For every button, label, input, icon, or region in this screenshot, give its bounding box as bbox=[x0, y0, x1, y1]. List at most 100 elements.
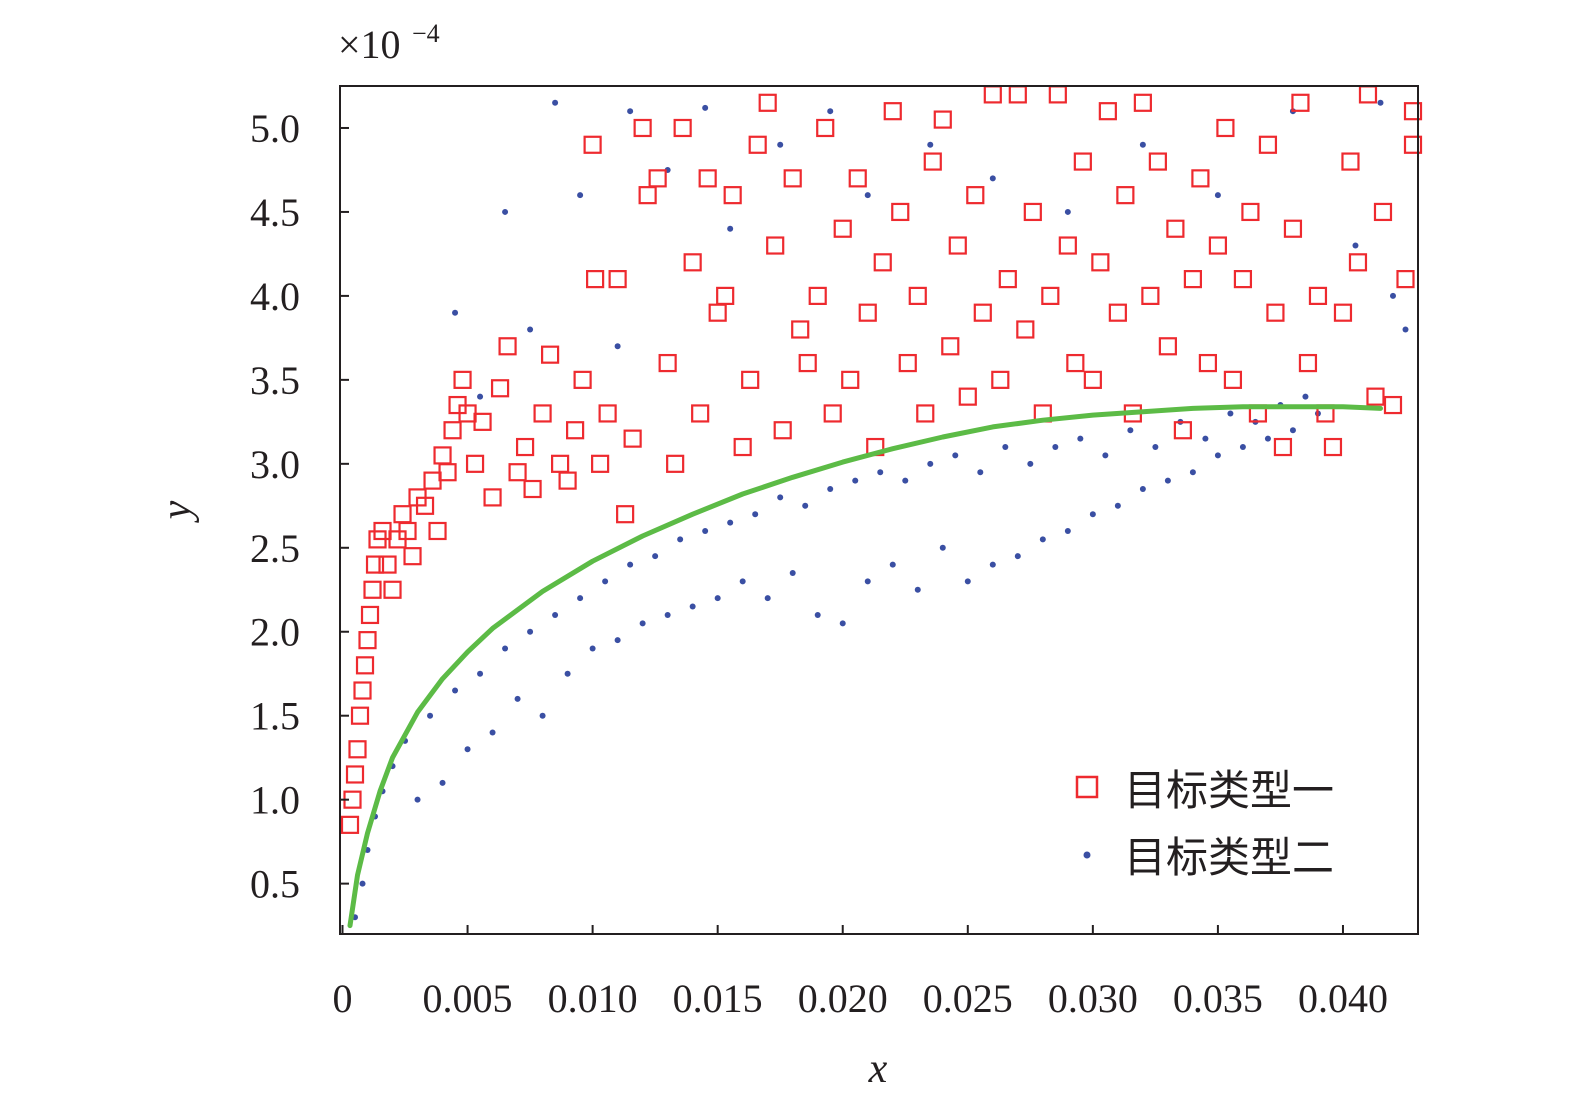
series-1-point bbox=[848, 169, 867, 188]
series-1-point bbox=[1348, 253, 1368, 272]
series-1-point bbox=[633, 118, 652, 138]
series-2-point bbox=[1002, 444, 1009, 451]
y-tick-label: 5.0 bbox=[250, 106, 300, 151]
series-2-point bbox=[1289, 427, 1296, 434]
series-1-point bbox=[363, 580, 382, 599]
series-2-point bbox=[439, 779, 446, 786]
series-1-point bbox=[808, 286, 827, 306]
series-1-point bbox=[1198, 353, 1218, 373]
series-1-point bbox=[891, 202, 910, 222]
series-1-point bbox=[365, 555, 385, 574]
series-2-point bbox=[952, 452, 959, 459]
series-1-point bbox=[748, 135, 767, 154]
y-tick-label: 0.5 bbox=[250, 862, 300, 907]
y-tick-label: 1.5 bbox=[250, 694, 300, 739]
series-1-point bbox=[383, 580, 402, 599]
series-2-point bbox=[802, 502, 809, 509]
legend-marker-series-2 bbox=[1083, 851, 1091, 859]
series-2-point bbox=[914, 586, 921, 593]
series-2-point bbox=[589, 645, 596, 652]
series-1-point bbox=[598, 404, 617, 423]
series-2-point bbox=[1014, 553, 1021, 560]
series-2-point bbox=[1189, 469, 1196, 476]
series-2-point bbox=[789, 569, 796, 576]
series-2-point bbox=[1164, 477, 1171, 484]
x-tick-label: 0.025 bbox=[923, 976, 1013, 1021]
y-multiplier-exponent: −4 bbox=[412, 19, 440, 48]
series-1-point bbox=[691, 404, 710, 423]
series-1-point bbox=[1366, 387, 1385, 406]
series-1-point bbox=[345, 765, 365, 784]
series-1-point bbox=[1091, 253, 1110, 272]
series-1-point bbox=[558, 471, 577, 490]
series-1-point bbox=[1183, 270, 1202, 289]
x-tick-label: 0.015 bbox=[673, 976, 763, 1021]
series-1-point bbox=[916, 404, 935, 423]
series-1-point bbox=[523, 479, 542, 499]
series-2-point bbox=[414, 796, 421, 803]
series-2-point bbox=[539, 712, 546, 719]
y-tick-label: 4.5 bbox=[250, 190, 300, 235]
series-2-point bbox=[639, 620, 646, 627]
series-2-point bbox=[927, 460, 934, 467]
series-1-point bbox=[533, 404, 552, 423]
series-2-point bbox=[814, 611, 821, 618]
series-2-point bbox=[1127, 427, 1134, 434]
series-1-point bbox=[1291, 93, 1310, 112]
series-1-point bbox=[741, 370, 760, 389]
series-2-point bbox=[1214, 452, 1221, 459]
series-1-point bbox=[1141, 286, 1160, 306]
series-2-point bbox=[614, 343, 621, 350]
series-1-point bbox=[966, 186, 985, 205]
series-1-point bbox=[716, 286, 735, 306]
series-2-point bbox=[927, 141, 934, 148]
series-2-point bbox=[827, 486, 834, 493]
series-1-point bbox=[1298, 353, 1318, 373]
series-1-point bbox=[1083, 370, 1102, 389]
series-1-point bbox=[348, 740, 367, 759]
series-2-point bbox=[714, 595, 721, 602]
series-1-point bbox=[483, 488, 502, 507]
series-2-point bbox=[1152, 444, 1159, 451]
legend-label-series-2: 目标类型二 bbox=[1124, 833, 1334, 882]
series-1-point bbox=[958, 387, 977, 406]
series-1-point bbox=[948, 236, 967, 255]
series-1-point bbox=[1098, 102, 1117, 121]
series-1-point bbox=[428, 521, 447, 541]
series-1-point bbox=[841, 370, 860, 389]
legend: 目标类型一 目标类型二 bbox=[1075, 766, 1334, 882]
legend-label-series-1: 目标类型一 bbox=[1124, 766, 1334, 815]
series-2-point bbox=[1202, 435, 1209, 442]
series-2-point bbox=[764, 595, 771, 602]
x-tick-label: 0 bbox=[333, 976, 353, 1021]
series-1-point bbox=[1116, 186, 1135, 205]
series-1-point bbox=[1283, 219, 1303, 238]
series-1-point bbox=[983, 85, 1002, 104]
series-1-point bbox=[666, 454, 685, 473]
series-1-point bbox=[1173, 421, 1192, 440]
series-2-point bbox=[552, 99, 559, 106]
series-1-point bbox=[453, 370, 472, 389]
series-2-point bbox=[489, 729, 496, 736]
x-axis-ticks: 0 0.005 0.010 0.015 0.020 0.025 0.030 0.035 0.04… bbox=[333, 925, 1388, 1021]
series-1-point bbox=[340, 815, 360, 834]
series-2-point bbox=[627, 561, 634, 568]
series-1-point bbox=[683, 253, 702, 272]
series-1-point bbox=[498, 337, 517, 356]
plot-frame bbox=[339, 85, 1419, 935]
series-1-point bbox=[783, 169, 802, 188]
series-2-point bbox=[664, 611, 671, 618]
series-2-point bbox=[727, 519, 734, 526]
series-1-point bbox=[1323, 437, 1343, 457]
series-1-point bbox=[355, 656, 375, 675]
series-1-point bbox=[1133, 93, 1152, 112]
series-1-point bbox=[540, 345, 560, 364]
series-1-point bbox=[1373, 202, 1393, 222]
series-1-point bbox=[883, 102, 902, 121]
series-1-point bbox=[658, 353, 677, 373]
series-2-point bbox=[1077, 435, 1084, 442]
series-1-point bbox=[551, 454, 570, 473]
series-2-point bbox=[1389, 292, 1396, 299]
series-2-point bbox=[452, 309, 459, 316]
series-2-point bbox=[1114, 502, 1121, 509]
